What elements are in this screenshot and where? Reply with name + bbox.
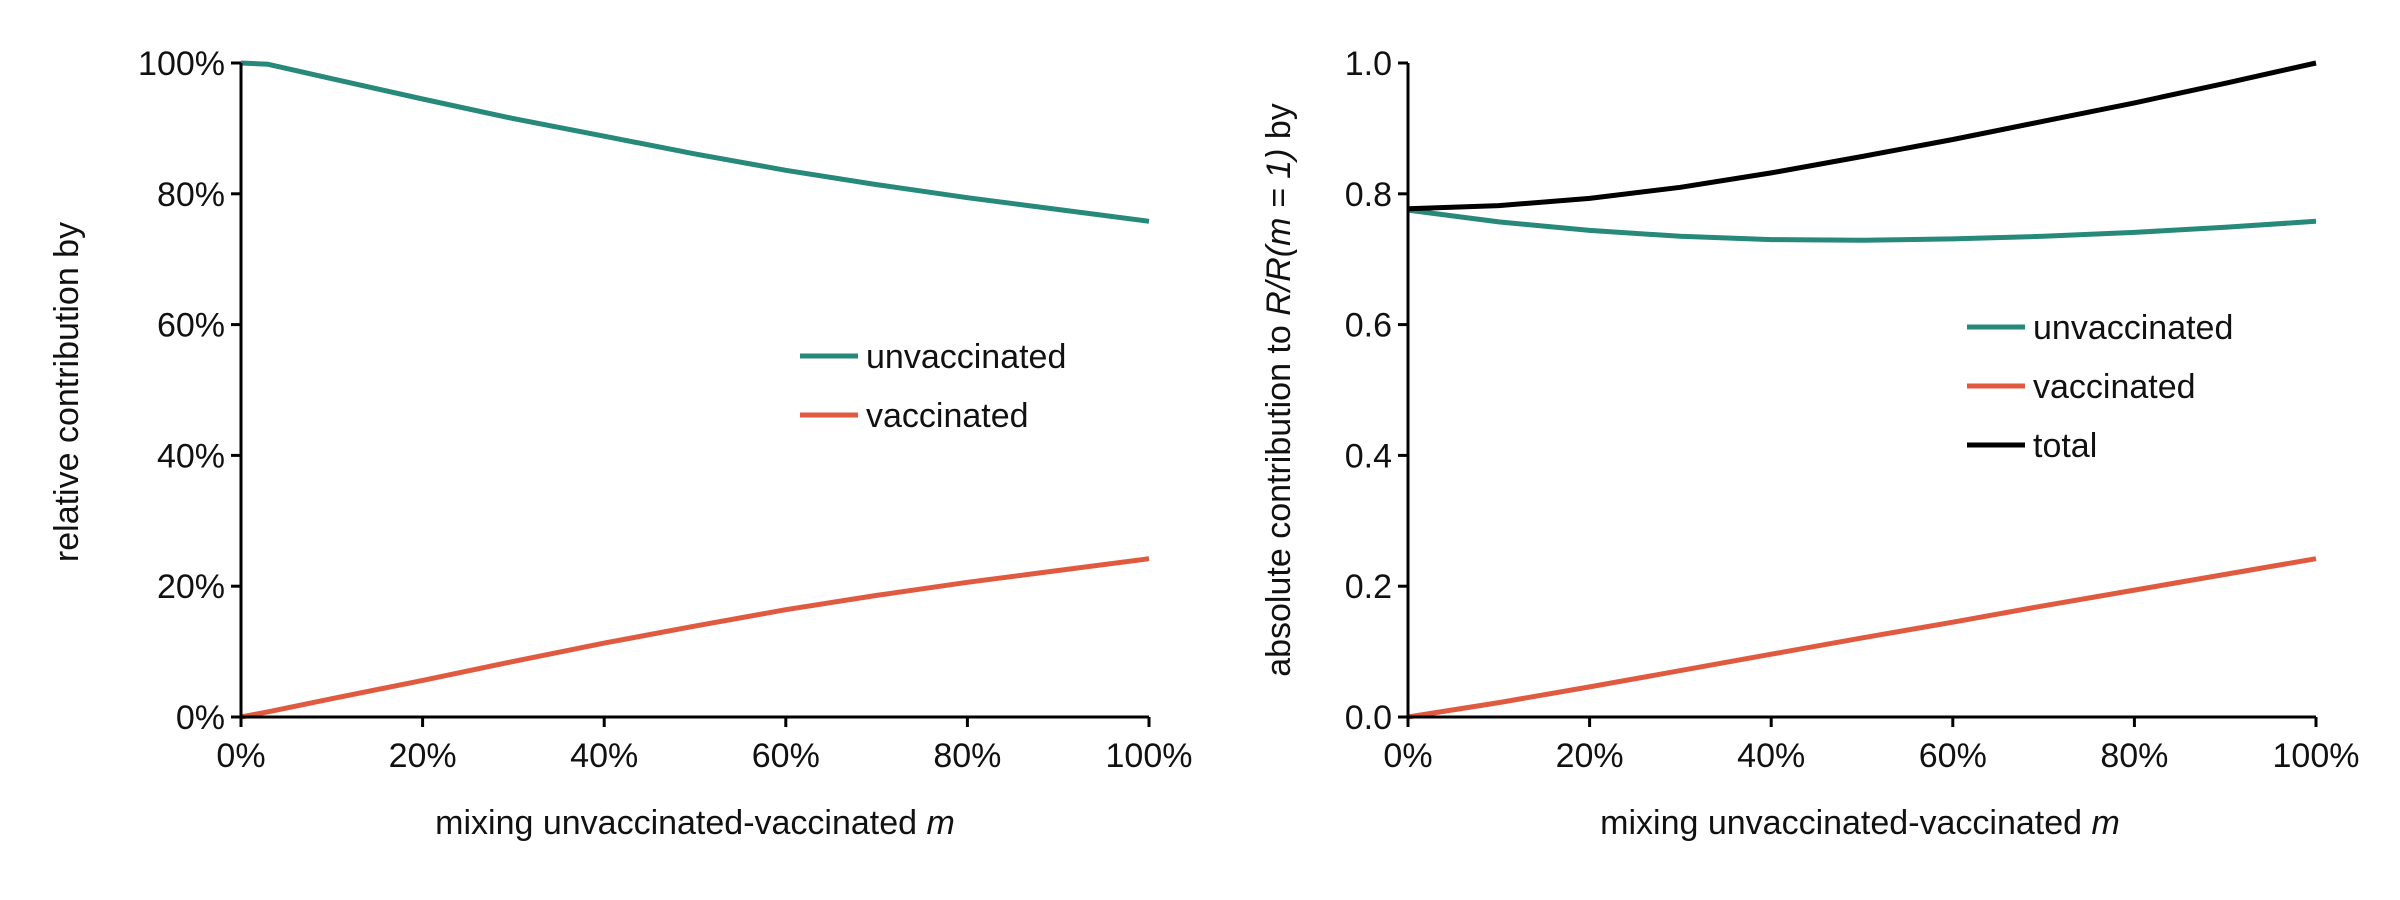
left-x-tick-label: 0%: [216, 737, 265, 775]
left-legend-label-vaccinated: vaccinated: [866, 397, 1029, 435]
right-x-axis-label-text: mixing unvaccinated-vaccinated: [1600, 804, 2082, 842]
left-x-tick-label: 100%: [1106, 737, 1193, 775]
right-y-tick-label: 0.6: [1345, 307, 1392, 345]
absolute-contribution-chart: 0% 20% 40% 60% 80% 100% 0.0 0.2 0.4 0.6 0.8 1.0 abs…: [1260, 45, 2359, 842]
right-series-line-total: [1407, 60, 2317, 212]
left-y-tick-label: 0%: [176, 699, 225, 737]
right-ticks: 0% 20% 40% 60% 80% 100% 0.0 0.2 0.4 0.6 0.8 1.0: [1345, 45, 2360, 775]
right-y-axis-label-math: R/R(m = 1): [1260, 149, 1298, 316]
right-x-axis-label: mixing unvaccinated-vaccinated m: [1600, 804, 2120, 842]
left-series-line-vaccinated: [240, 556, 1150, 720]
right-y-tick-label: 0.4: [1345, 437, 1392, 475]
relative-contribution-chart: 0% 20% 40% 60% 80% 100% 0% 20% 40% 60% 80% 100% rel…: [48, 45, 1192, 842]
left-x-tick-label: 40%: [570, 737, 638, 775]
right-x-axis-label-symbol: m: [2092, 804, 2120, 842]
left-legend-label-unvaccinated: unvaccinated: [866, 338, 1066, 376]
left-x-axis-label-text: mixing unvaccinated-vaccinated: [435, 804, 917, 842]
right-y-tick-label: 0.8: [1345, 176, 1392, 214]
left-x-tick-label: 20%: [389, 737, 457, 775]
left-x-axis-label-symbol: m: [927, 804, 955, 842]
left-series-line-unvaccinated: [240, 60, 1150, 224]
right-legend: unvaccinated vaccinated total: [1967, 309, 2233, 465]
right-y-tick-label: 0.0: [1345, 699, 1392, 737]
right-x-tick-label: 40%: [1737, 737, 1805, 775]
left-x-axis-label: mixing unvaccinated-vaccinated m: [435, 804, 955, 842]
right-series-line-vaccinated: [1407, 556, 2317, 720]
right-legend-label-total: total: [2033, 427, 2097, 465]
right-x-tick-label: 0%: [1383, 737, 1432, 775]
left-y-tick-label: 60%: [157, 307, 225, 345]
right-x-tick-label: 100%: [2273, 737, 2360, 775]
right-y-tick-label: 1.0: [1345, 45, 1392, 83]
left-legend: unvaccinated vaccinated: [800, 338, 1066, 435]
left-x-tick-label: 80%: [933, 737, 1001, 775]
right-legend-label-vaccinated: vaccinated: [2033, 368, 2196, 406]
right-x-tick-label: 80%: [2100, 737, 2168, 775]
left-plot-lines: [240, 60, 1150, 720]
left-x-tick-label: 60%: [752, 737, 820, 775]
left-axes: [239, 63, 1149, 719]
left-ticks: 0% 20% 40% 60% 80% 100% 0% 20% 40% 60% 80% 100%: [138, 45, 1192, 775]
right-series-line-unvaccinated: [1407, 207, 2317, 243]
left-y-tick-label: 20%: [157, 568, 225, 606]
right-x-tick-label: 60%: [1919, 737, 1987, 775]
right-x-tick-label: 20%: [1556, 737, 1624, 775]
left-y-tick-label: 80%: [157, 176, 225, 214]
right-y-axis-label-suffix: by: [1260, 103, 1298, 139]
right-y-axis-label-prefix: absolute contribution to: [1260, 325, 1298, 677]
right-y-tick-label: 0.2: [1345, 568, 1392, 606]
right-legend-label-unvaccinated: unvaccinated: [2033, 309, 2233, 347]
left-y-tick-label: 100%: [138, 45, 225, 83]
left-y-axis-label: relative contribution by: [48, 222, 86, 562]
left-y-tick-label: 40%: [157, 437, 225, 475]
right-axes: [1406, 63, 2316, 719]
right-plot-lines: [1407, 60, 2317, 720]
right-y-axis-label: absolute contribution to R/R(m = 1) by: [1260, 103, 1298, 677]
